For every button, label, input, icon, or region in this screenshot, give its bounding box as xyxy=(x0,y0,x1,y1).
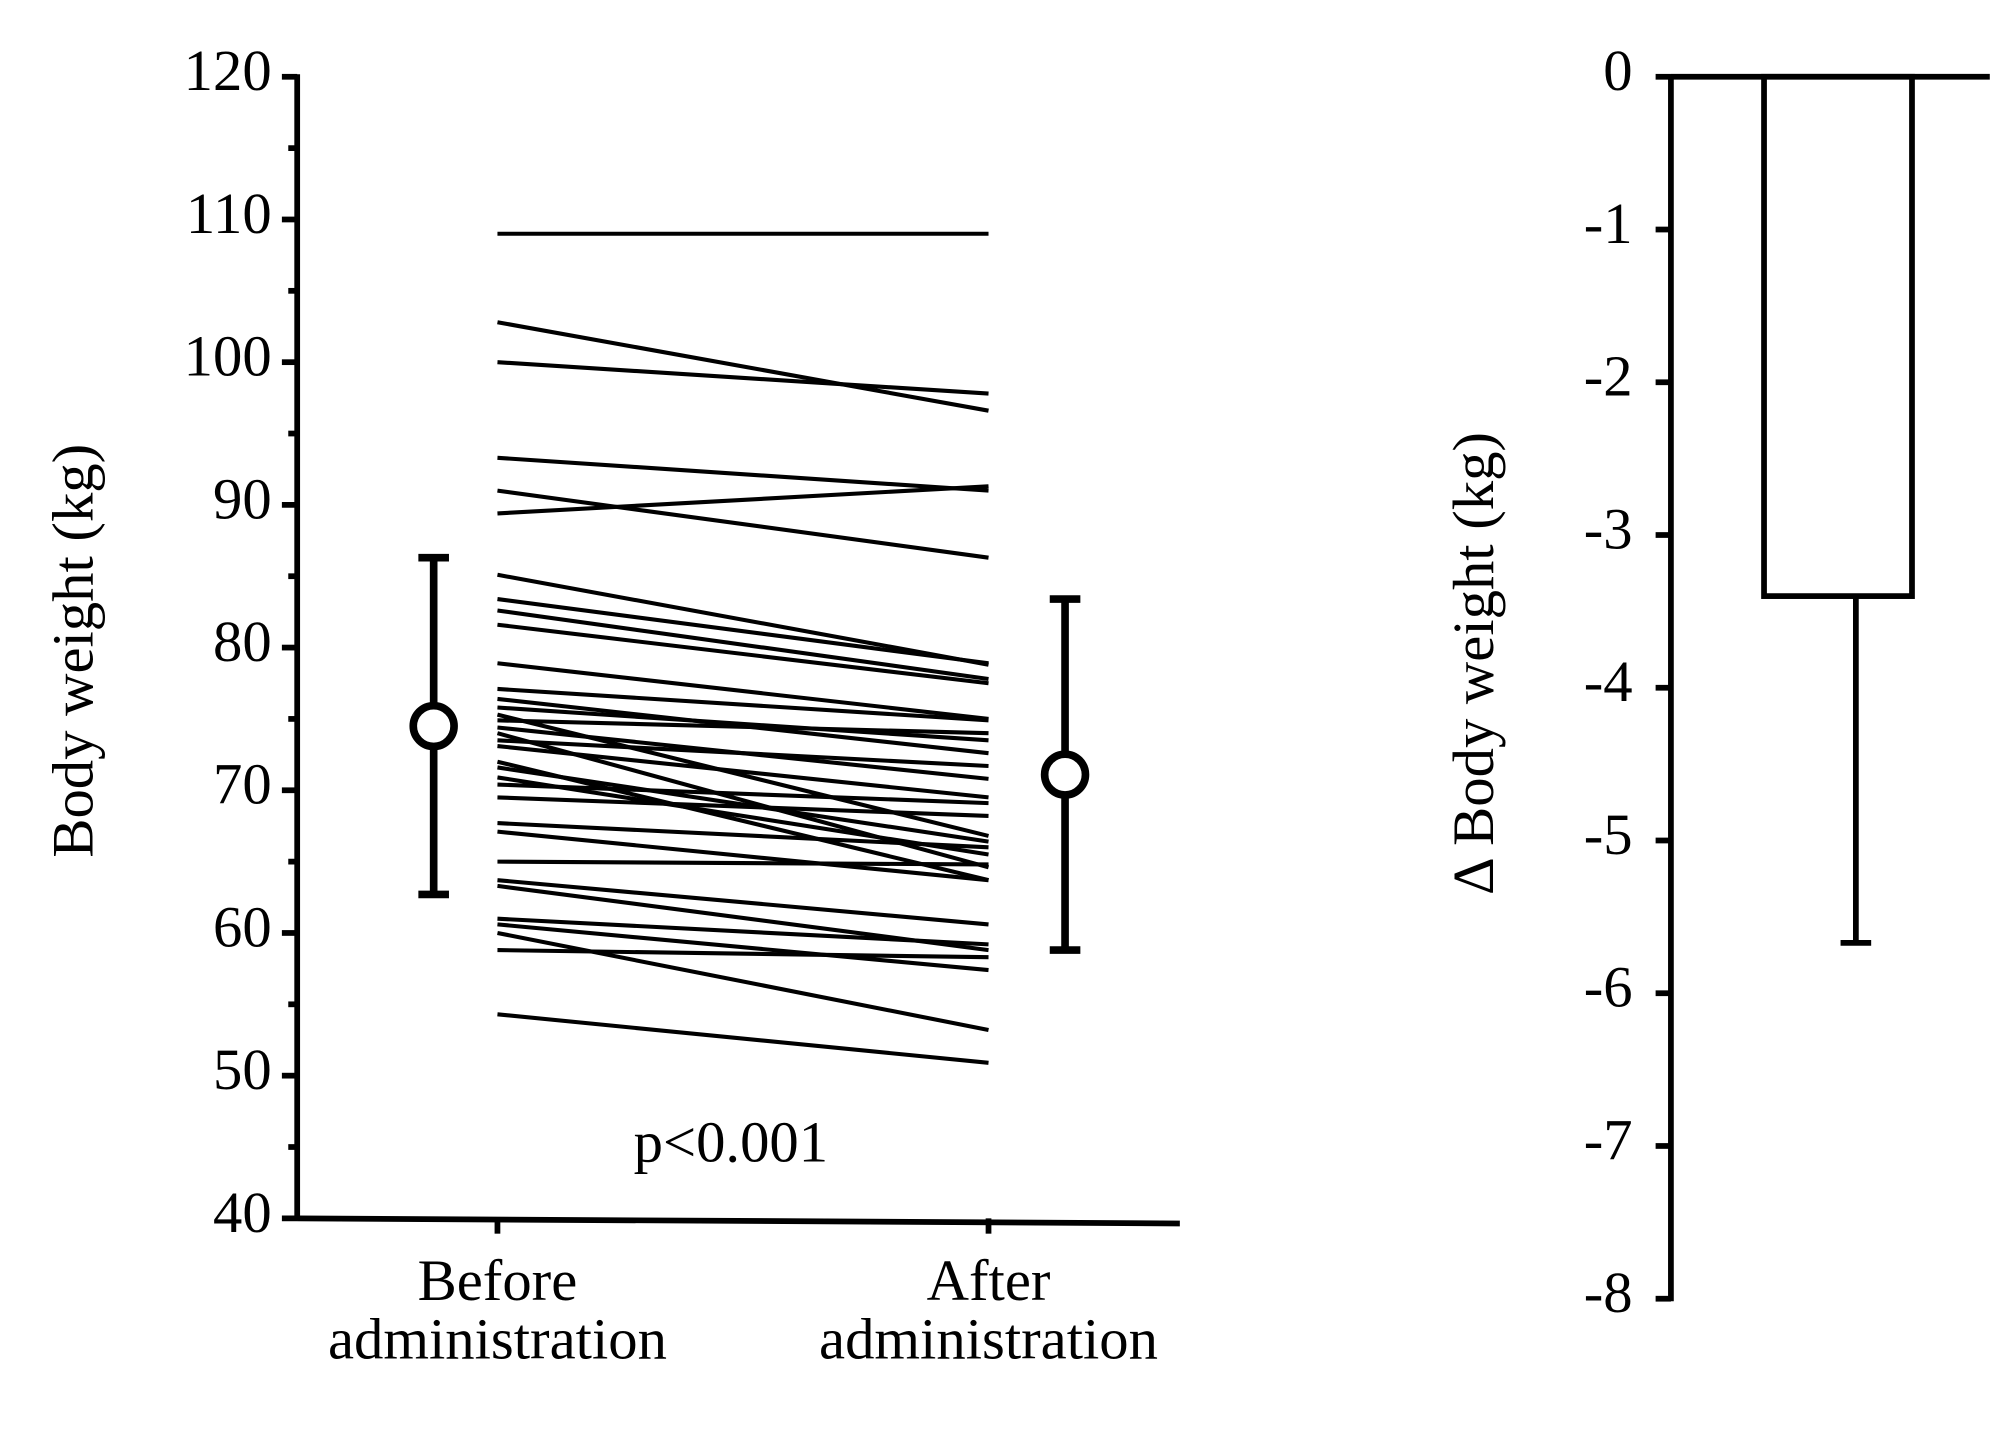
y-tick-label: -3 xyxy=(1584,496,1633,561)
subject-line xyxy=(497,718,989,736)
subject-line xyxy=(497,320,989,413)
y-tick-label: -5 xyxy=(1584,802,1633,867)
annotation: p<0.001 xyxy=(634,1110,828,1175)
y-tick-label: -8 xyxy=(1584,1260,1633,1325)
subject-line xyxy=(497,744,989,800)
x-axis xyxy=(297,1215,1180,1227)
x-tick-label-box: Before administration xyxy=(327,1251,667,1372)
y-tick-label: -1 xyxy=(1584,191,1633,256)
subject-line xyxy=(497,484,989,516)
y-axis-title: Δ Body weight (kg) xyxy=(1441,432,1506,895)
subject-line xyxy=(497,738,989,769)
y-tick-label: -2 xyxy=(1584,344,1633,409)
subject-line xyxy=(497,930,989,1033)
y-tick-label: 100 xyxy=(184,324,272,389)
subject-line xyxy=(497,488,989,560)
subject-line xyxy=(497,661,989,721)
subject-line xyxy=(497,795,989,818)
mean-marker xyxy=(409,701,458,751)
y-tick-label: 70 xyxy=(213,752,272,817)
subject-line xyxy=(497,455,989,493)
subject-line xyxy=(497,821,989,850)
mean-marker xyxy=(1040,750,1090,799)
subject-line xyxy=(497,360,989,396)
subject-line xyxy=(497,622,989,686)
subject-line xyxy=(497,1012,989,1065)
subject-line xyxy=(497,782,989,806)
y-tick-label: 60 xyxy=(213,894,272,959)
subject-line xyxy=(497,597,989,666)
y-tick-label: 40 xyxy=(213,1180,272,1245)
subject-line xyxy=(497,686,989,723)
subject-line xyxy=(497,829,989,883)
y-tick-label: 90 xyxy=(213,466,272,531)
subject-line xyxy=(497,922,989,973)
x-tick-label: Before administration xyxy=(327,1251,667,1372)
y-axis-title: Body weight (kg) xyxy=(41,444,106,858)
subject-line xyxy=(497,608,989,681)
subject-line xyxy=(497,859,989,867)
subject-line xyxy=(497,948,989,960)
y-tick-label: 110 xyxy=(186,181,272,246)
y-tick-label: -7 xyxy=(1584,1107,1633,1172)
x-tick-label-box: After administration xyxy=(819,1251,1159,1372)
y-tick-label: 0 xyxy=(1603,38,1632,103)
subject-line xyxy=(497,878,989,927)
bar xyxy=(1761,73,1915,599)
subject-line xyxy=(497,765,989,844)
x-tick-label: After administration xyxy=(819,1251,1159,1372)
y-tick-label: 80 xyxy=(213,609,272,674)
subject-line xyxy=(497,572,989,667)
subject-line xyxy=(497,705,989,743)
y-tick-label: 50 xyxy=(213,1037,272,1102)
y-tick-label: -6 xyxy=(1584,955,1633,1020)
y-tick-label: -4 xyxy=(1584,649,1633,714)
y-tick-label: 120 xyxy=(184,38,272,103)
subject-line xyxy=(497,916,989,947)
